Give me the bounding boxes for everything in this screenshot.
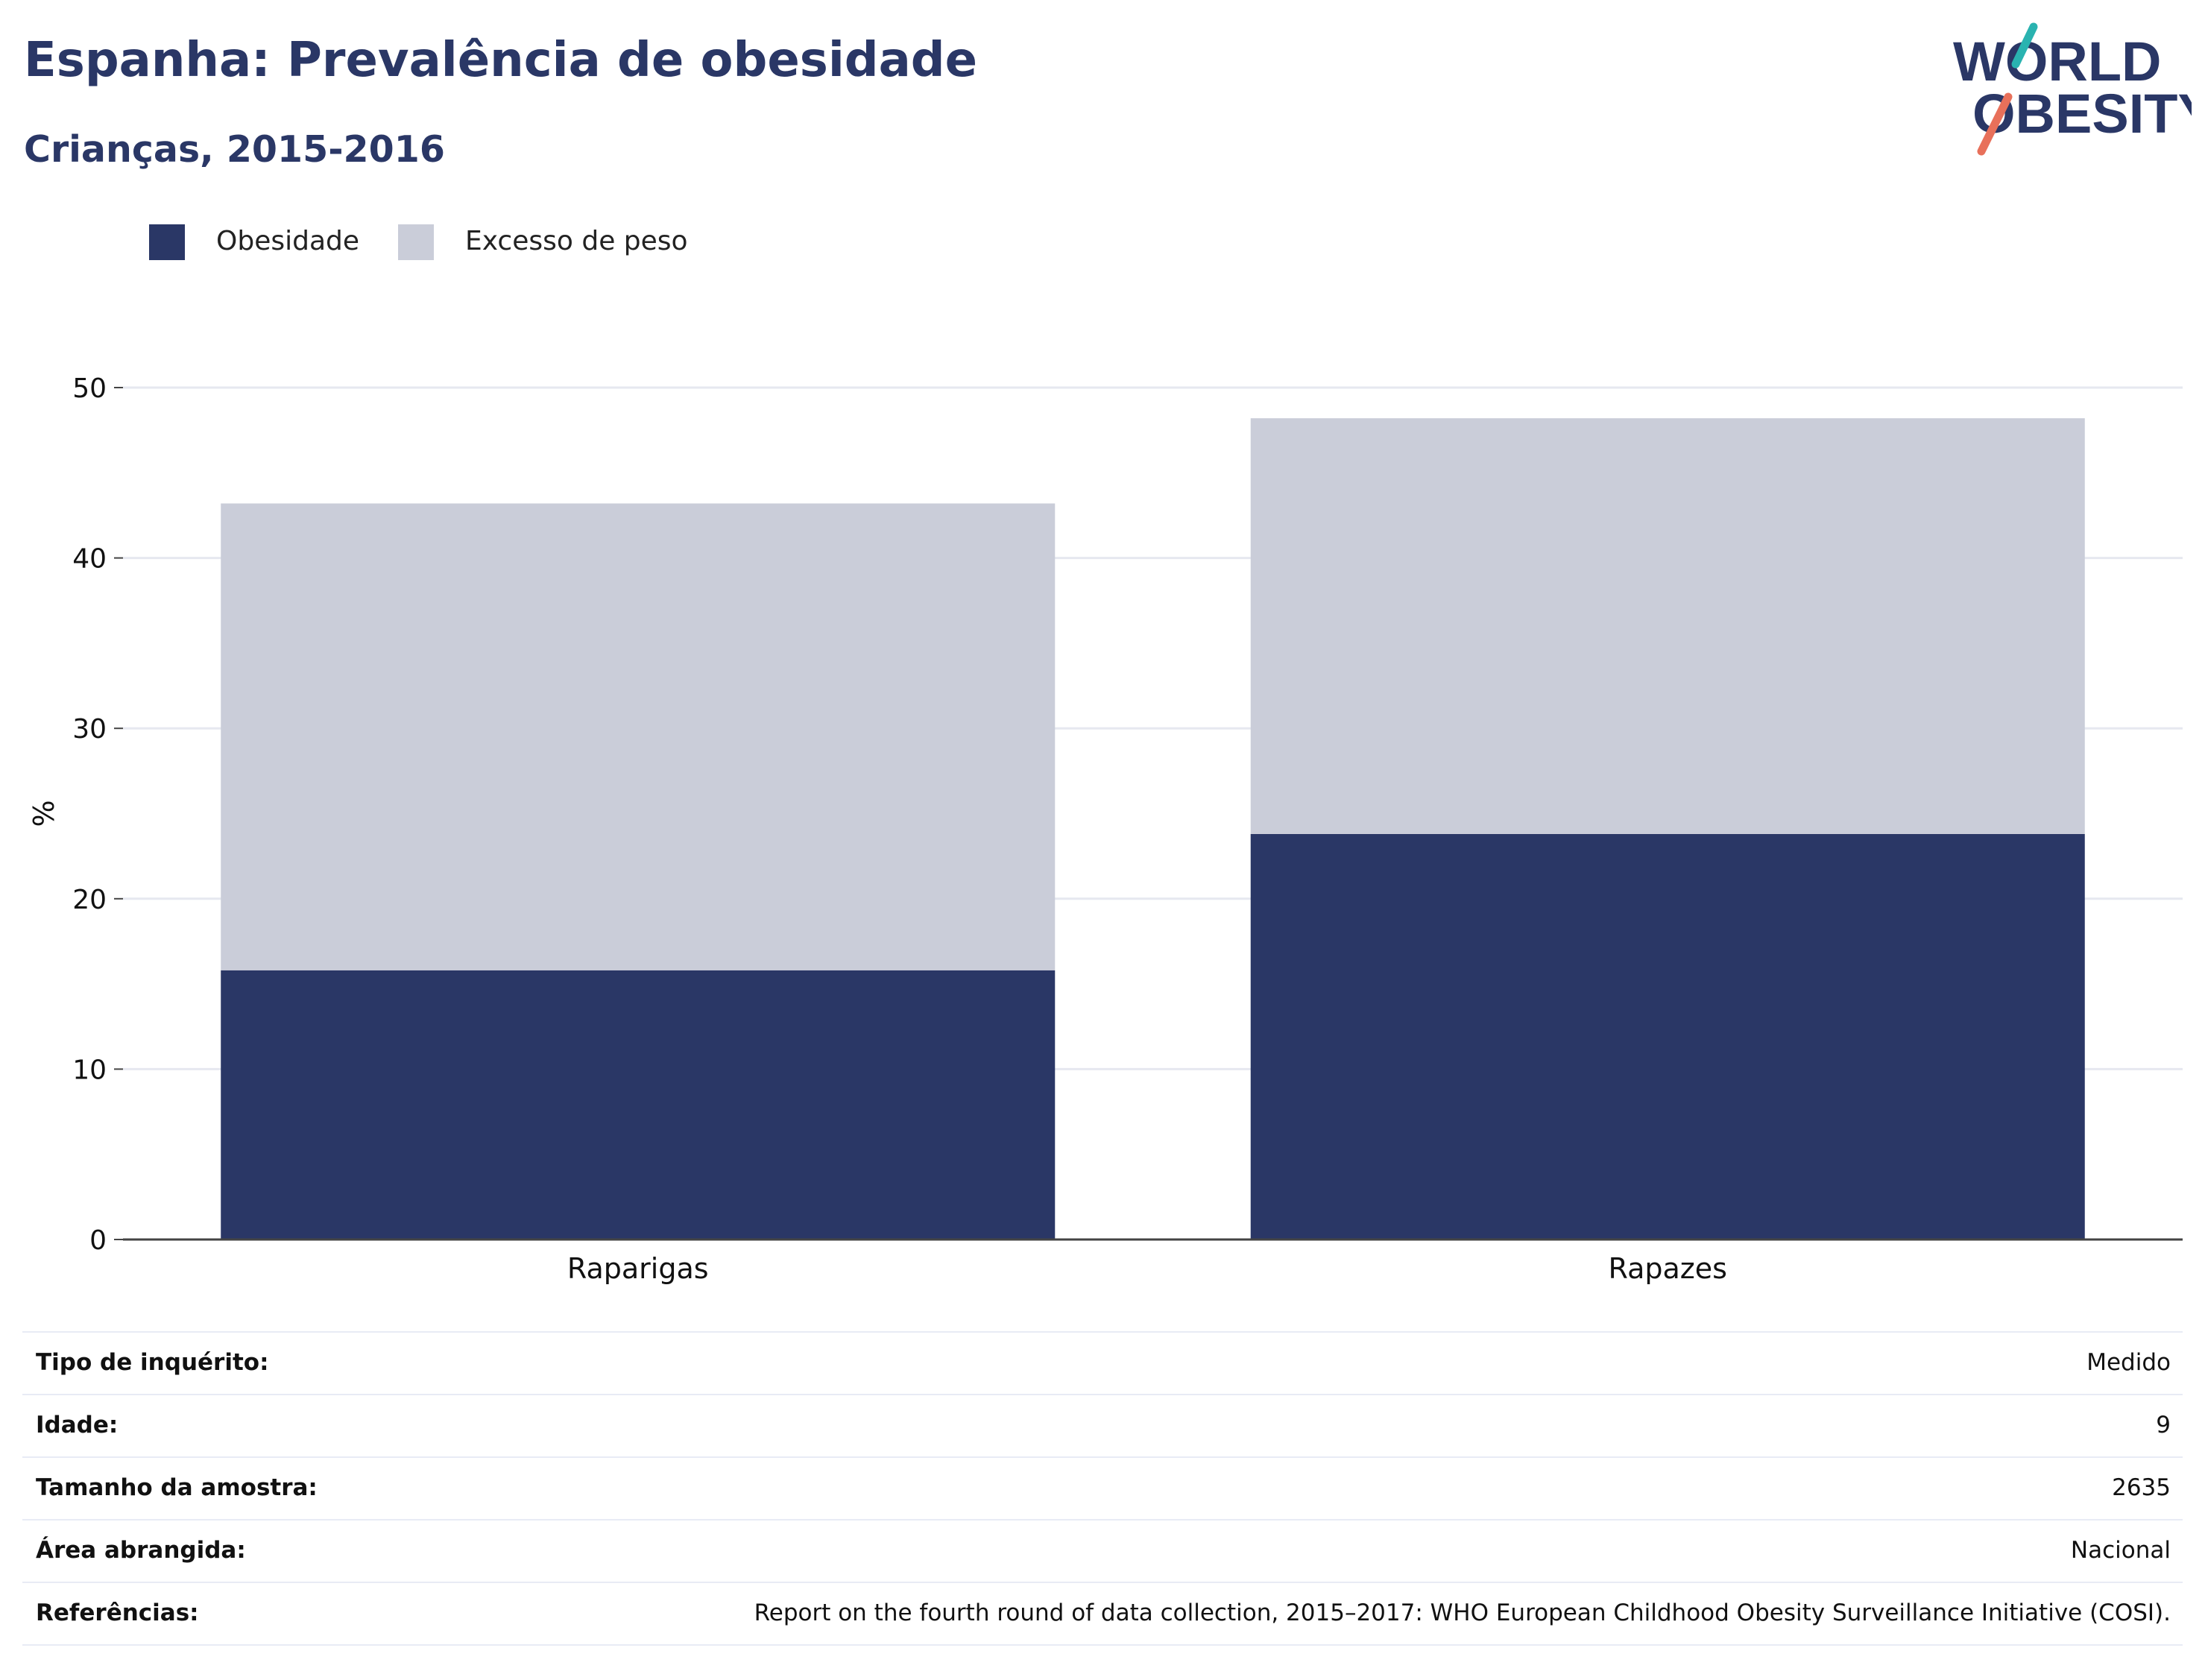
y-tick-label: 10 xyxy=(72,1055,107,1085)
chart-subtitle: Crianças, 2015-2016 xyxy=(24,128,445,171)
chart-title: Espanha: Prevalência de obesidade xyxy=(24,33,977,88)
info-row-area: Área abrangida: Nacional xyxy=(22,1519,2183,1582)
info-row-survey-type: Tipo de inquérito: Medido xyxy=(22,1331,2183,1394)
y-tick-label: 50 xyxy=(72,373,107,404)
x-tick-label: Raparigas xyxy=(567,1252,709,1285)
bar-obesidade-rapazes xyxy=(1250,833,2085,1240)
y-tick-label: 20 xyxy=(72,885,107,915)
info-value: Report on the fourth round of data colle… xyxy=(754,1600,2171,1626)
world-obesity-logo: WORLD OBESITY xyxy=(1953,22,2192,156)
legend-label-obesidade: Obesidade xyxy=(216,226,360,256)
info-label: Tamanho da amostra: xyxy=(36,1474,318,1501)
logo-line2: OBESITY xyxy=(1972,83,2192,145)
info-value: 9 xyxy=(2156,1412,2171,1439)
info-value: 2635 xyxy=(2112,1474,2171,1501)
survey-info-table: Tipo de inquérito: Medido Idade: 9 Taman… xyxy=(22,1331,2183,1646)
x-tick-label: Rapazes xyxy=(1609,1252,1727,1285)
y-tick-label: 0 xyxy=(89,1225,107,1256)
info-label: Idade: xyxy=(36,1412,119,1439)
info-value: Nacional xyxy=(2070,1537,2171,1564)
legend-swatch-obesidade xyxy=(149,224,185,260)
legend-label-excesso-de-peso: Excesso de peso xyxy=(465,226,688,256)
y-tick-label: 40 xyxy=(72,544,107,575)
info-value: Medido xyxy=(2086,1349,2171,1376)
info-label: Área abrangida: xyxy=(36,1537,246,1564)
info-row-sample-size: Tamanho da amostra: 2635 xyxy=(22,1456,2183,1519)
stacked-bar-chart: 0 10 20 30 40 50% Raparigas Rapazes xyxy=(28,373,2183,1285)
info-row-age: Idade: 9 xyxy=(22,1394,2183,1456)
bar-excesso-de-peso-raparigas xyxy=(221,503,1056,970)
bar-obesidade-raparigas xyxy=(221,970,1056,1240)
y-tick-label: 30 xyxy=(72,714,107,745)
info-label: Tipo de inquérito: xyxy=(36,1349,269,1376)
y-axis-label: % xyxy=(28,800,60,827)
logo-teal-slash xyxy=(2011,22,2038,69)
logo-line1: WORLD xyxy=(1953,31,2162,92)
legend-swatch-excesso-de-peso xyxy=(398,224,434,260)
info-label: Referências: xyxy=(36,1600,199,1626)
info-row-references: Referências: Report on the fourth round … xyxy=(22,1582,2183,1646)
logo-coral-slash xyxy=(1977,92,2013,156)
bar-excesso-de-peso-rapazes xyxy=(1250,418,2085,834)
